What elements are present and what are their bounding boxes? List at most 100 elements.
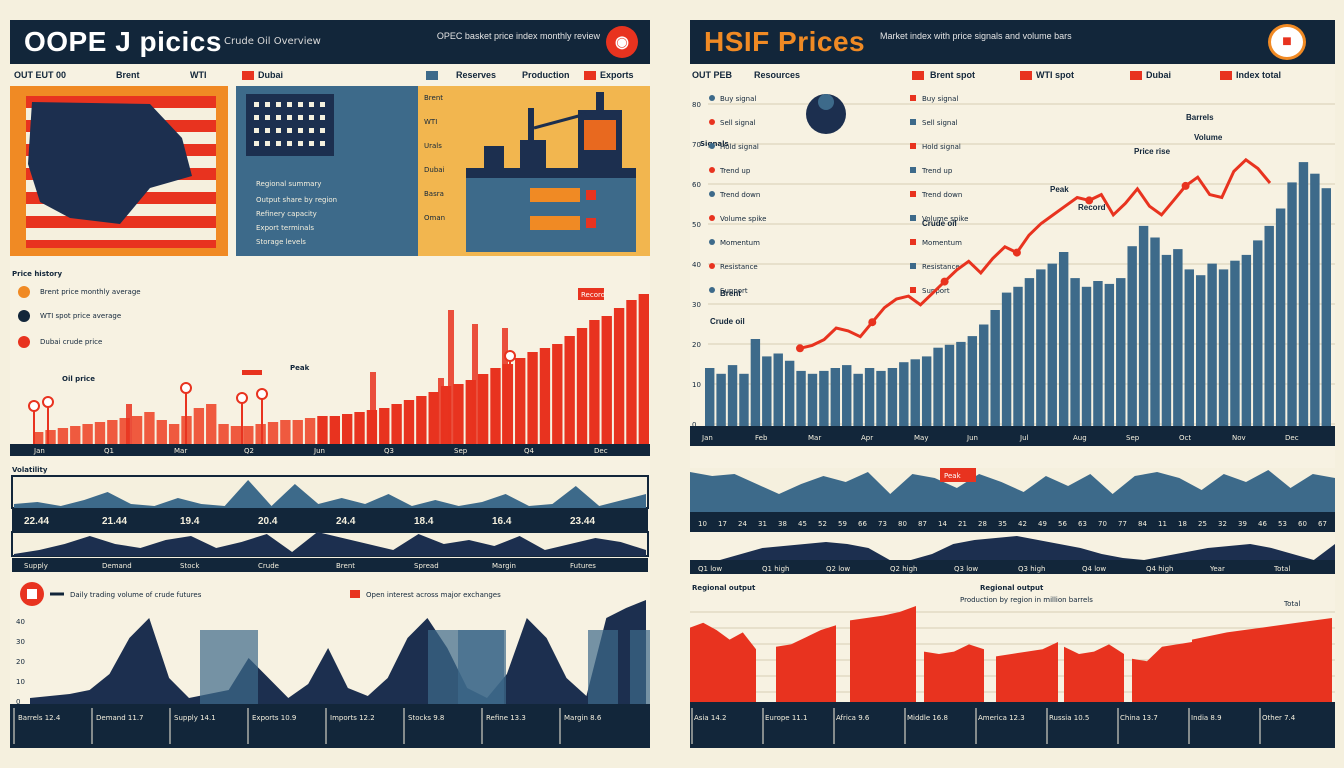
volume-bar: [819, 370, 829, 426]
star-icon: [265, 141, 270, 146]
x-tick-label: Q4: [524, 447, 535, 455]
star-icon: [254, 115, 259, 120]
band-value: 23.44: [570, 516, 595, 527]
band-value: 18.4: [414, 516, 434, 527]
y-tick-label: 80: [692, 101, 701, 109]
volume-bar: [967, 336, 978, 426]
price-bar: [94, 422, 106, 444]
star-icon: [320, 128, 325, 133]
record-badge: [578, 288, 604, 300]
band-tick: 66: [858, 520, 867, 528]
volume-bar: [739, 373, 749, 426]
y-tick-label: 20: [692, 341, 701, 349]
spike-bar: [448, 310, 454, 444]
volume-bar: [716, 373, 726, 426]
bar-axis: [10, 444, 650, 456]
footer-cell: Africa 9.6: [836, 714, 870, 722]
band-label: Q4 low: [1082, 565, 1106, 573]
oil-drop-icon[interactable]: ◉: [606, 26, 638, 58]
price-bar: [329, 416, 340, 444]
price-bar: [267, 422, 279, 444]
legend-item: Brent: [116, 70, 140, 80]
legend-swatch-red: [584, 71, 596, 80]
right-band-area: [690, 470, 1335, 512]
band-tick: 24: [738, 520, 747, 528]
footer-cell: Barrels 12.4: [18, 714, 61, 722]
left-title: OOPE J picics: [24, 26, 222, 57]
price-annotation: Crude oil: [922, 219, 957, 228]
band-tick: 32: [1218, 520, 1227, 528]
star-icon: [320, 102, 325, 107]
star-icon: [276, 141, 281, 146]
price-bar: [70, 426, 81, 444]
volume-bar: [1150, 237, 1160, 426]
volume-bar: [1241, 254, 1252, 426]
signal-dot: [709, 215, 715, 221]
x-tick-label: Jun: [313, 447, 325, 455]
y-tick-label: 30: [16, 638, 25, 646]
info-title: Regional summary: [256, 180, 321, 188]
price-annotation: Crude oil: [710, 317, 745, 326]
band-badge-label: Peak: [944, 472, 962, 480]
star-icon: [309, 128, 314, 133]
output-area: [1132, 642, 1192, 702]
signal-label: Buy signal: [720, 95, 756, 103]
volume-area: [30, 600, 646, 704]
star-icon: [265, 128, 270, 133]
signal-marker: [910, 191, 916, 197]
left-caption: OPEC basket price index monthly review: [436, 31, 600, 41]
band-label: Supply: [24, 562, 48, 570]
band-tick: 49: [1038, 520, 1047, 528]
y-tick-label: 60: [692, 181, 701, 189]
volume-bar: [990, 310, 1000, 426]
signal-label: Volume spike: [720, 215, 766, 223]
price-bar: [416, 396, 427, 444]
band-label: Q2 high: [890, 565, 917, 573]
price-tag-icon[interactable]: ■: [1268, 24, 1306, 60]
volume-bar: [1036, 269, 1046, 426]
volume-bar: [750, 339, 761, 426]
spike-bar: [370, 372, 376, 444]
signal-label-right: Resistance: [922, 263, 960, 271]
marker: [242, 370, 262, 375]
band-tick: 10: [698, 520, 707, 528]
band-tick: 80: [898, 520, 907, 528]
footer-cell: Refine 13.3: [486, 714, 526, 722]
price-dot: [796, 344, 804, 353]
price-pins: [28, 350, 516, 444]
x-tick-label: Sep: [454, 447, 468, 455]
volume-bar: [1195, 275, 1206, 426]
footer-cell: Margin 8.6: [564, 714, 602, 722]
star-icon: [298, 102, 303, 107]
y-tick-label: 30: [692, 301, 701, 309]
band-tick: 45: [798, 520, 807, 528]
volume-bar: [1275, 208, 1286, 426]
price-bar: [193, 408, 205, 444]
band-tick: 60: [1298, 520, 1307, 528]
signal-marker: [910, 119, 916, 125]
volume-bar: [773, 353, 783, 426]
legend-item: Exports: [600, 70, 634, 80]
price-bar: [45, 430, 56, 444]
price-bar: [527, 352, 538, 444]
right-main-chart: 80 70 60 50 40 30 20 10 0 Signals Buy signal Buy …: [690, 94, 1335, 446]
volume-bar: [1024, 278, 1035, 426]
volume-bar: [830, 368, 841, 426]
signal-label: Trend down: [719, 191, 760, 199]
band-label: Q1 high: [762, 565, 789, 573]
band-tick: 28: [978, 520, 987, 528]
star-icon: [276, 115, 281, 120]
signal-marker: [910, 239, 916, 245]
legend-item: Brent spot: [930, 70, 975, 80]
band-tick: 21: [958, 520, 967, 528]
area-subtitle: Production by region in million barrels: [960, 596, 1093, 604]
band-tick: 35: [998, 520, 1007, 528]
signal-label: Resistance: [720, 263, 758, 271]
volume-bar: [1173, 249, 1183, 426]
legend-item: WTI spot: [1036, 70, 1074, 80]
footer-cell: Other 7.4: [1262, 714, 1296, 722]
price-bar: [354, 412, 365, 444]
price-dot: [1012, 248, 1021, 257]
footer-cell: Russia 10.5: [1049, 714, 1089, 722]
y-tick-label: 20: [16, 658, 25, 666]
